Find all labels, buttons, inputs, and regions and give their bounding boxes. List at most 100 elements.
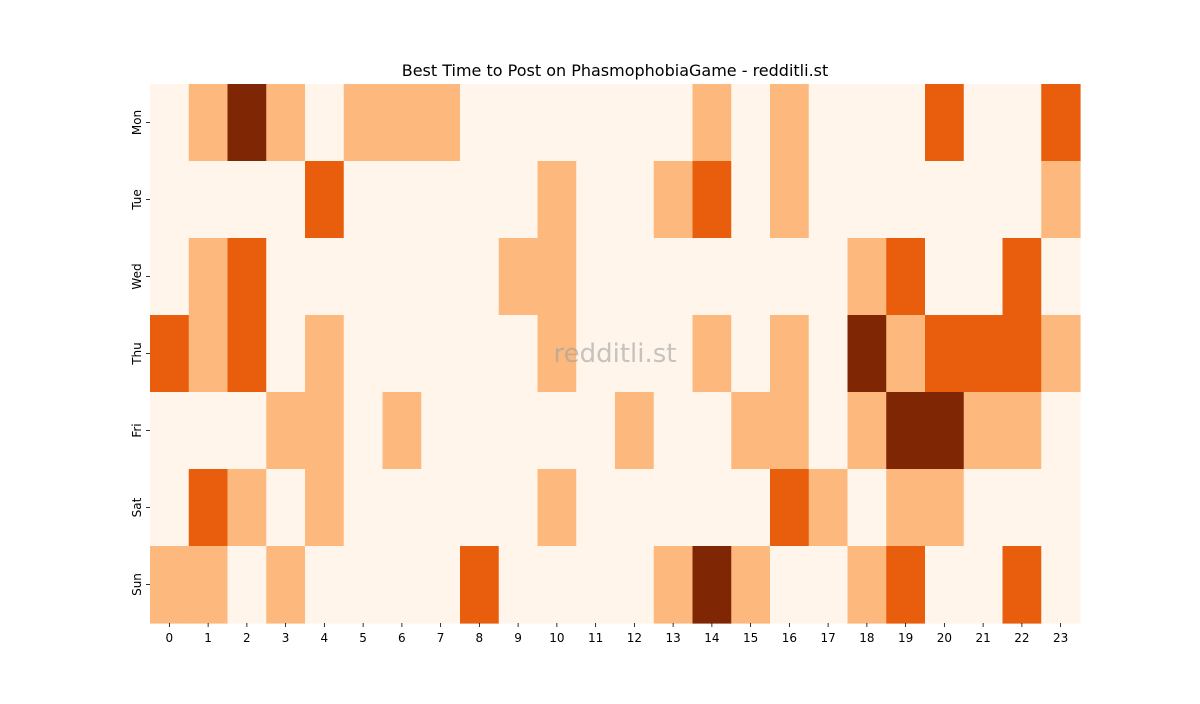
heatmap-cell-wed-15 (731, 238, 771, 316)
heatmap-cell-tue-16 (770, 161, 810, 239)
heatmap-cell-fri-18 (847, 392, 887, 470)
heatmap-cell-sat-11 (576, 469, 616, 547)
heatmap-cell-fri-10 (537, 392, 577, 470)
heatmap-cell-sat-6 (382, 469, 422, 547)
heatmap-cell-mon-3 (266, 84, 306, 162)
heatmap-cell-sat-23 (1041, 469, 1081, 547)
heatmap-cell-wed-10 (537, 238, 577, 316)
heatmap-cell-wed-21 (963, 238, 1004, 316)
heatmap-cell-thu-16 (770, 315, 810, 393)
heatmap-cell-fri-7 (421, 392, 461, 470)
heatmap-cell-sun-10 (537, 546, 577, 624)
x-tick-label-23: 23 (1053, 631, 1068, 645)
heatmap-cell-tue-21 (963, 161, 1004, 239)
heatmap-cell-fri-1 (188, 392, 229, 470)
heatmap-cell-fri-13 (653, 392, 694, 470)
y-tick-label-sun: Sun (130, 573, 144, 596)
heatmap-cell-fri-22 (1002, 392, 1042, 470)
x-tick-label-15: 15 (743, 631, 758, 645)
x-tick-label-22: 22 (1014, 631, 1029, 645)
heatmap-cell-sun-13 (653, 546, 694, 624)
heatmap-cell-tue-22 (1002, 161, 1042, 239)
heatmap-cell-wed-22 (1002, 238, 1042, 316)
heatmap-cells (150, 84, 1081, 624)
heatmap-cell-fri-4 (305, 392, 345, 470)
heatmap-cell-mon-11 (576, 84, 616, 162)
heatmap-cell-mon-7 (421, 84, 461, 162)
heatmap-cell-sun-3 (266, 546, 306, 624)
heatmap-cell-fri-17 (808, 392, 849, 470)
heatmap-cell-tue-10 (537, 161, 577, 239)
x-tick-label-14: 14 (704, 631, 719, 645)
heatmap-cell-sat-12 (615, 469, 655, 547)
heatmap-cell-wed-18 (847, 238, 887, 316)
x-tick-label-9: 9 (514, 631, 522, 645)
heatmap-cell-sun-2 (227, 546, 267, 624)
heatmap-cell-sun-19 (886, 546, 926, 624)
heatmap-cell-thu-19 (886, 315, 926, 393)
heatmap-cell-tue-6 (382, 161, 422, 239)
heatmap-cell-wed-11 (576, 238, 616, 316)
x-tick-label-5: 5 (359, 631, 367, 645)
heatmap-cell-wed-4 (305, 238, 345, 316)
heatmap-cell-fri-15 (731, 392, 771, 470)
heatmap-cell-sun-1 (188, 546, 229, 624)
x-tick-label-3: 3 (282, 631, 290, 645)
heatmap-cell-mon-16 (770, 84, 810, 162)
x-tick-label-4: 4 (321, 631, 329, 645)
heatmap-cell-mon-13 (653, 84, 694, 162)
heatmap-cell-thu-14 (692, 315, 732, 393)
heatmap-cell-thu-12 (615, 315, 655, 393)
heatmap-cell-sun-21 (963, 546, 1004, 624)
heatmap-cell-thu-5 (343, 315, 384, 393)
heatmap-cell-thu-13 (653, 315, 694, 393)
heatmap-cell-fri-8 (460, 392, 500, 470)
heatmap-cell-wed-2 (227, 238, 267, 316)
heatmap-cell-fri-2 (227, 392, 267, 470)
heatmap-cell-mon-17 (808, 84, 849, 162)
x-tick-label-16: 16 (782, 631, 797, 645)
heatmap-cell-sat-4 (305, 469, 345, 547)
x-tick-label-8: 8 (476, 631, 484, 645)
heatmap-cell-fri-9 (498, 392, 539, 470)
heatmap-cell-tue-5 (343, 161, 384, 239)
y-tick-label-tue: Tue (130, 189, 144, 211)
x-tick-label-17: 17 (820, 631, 835, 645)
x-tick-label-7: 7 (437, 631, 445, 645)
heatmap-cell-sun-5 (343, 546, 384, 624)
heatmap-cell-fri-16 (770, 392, 810, 470)
heatmap-cell-wed-17 (808, 238, 849, 316)
heatmap-cell-sat-8 (460, 469, 500, 547)
heatmap-cell-tue-2 (227, 161, 267, 239)
heatmap-cell-fri-21 (963, 392, 1004, 470)
heatmap-cell-sun-16 (770, 546, 810, 624)
chart-title: Best Time to Post on PhasmophobiaGame - … (402, 61, 829, 80)
heatmap-cell-sat-3 (266, 469, 306, 547)
heatmap-cell-thu-3 (266, 315, 306, 393)
heatmap-cell-wed-12 (615, 238, 655, 316)
x-tick-label-2: 2 (243, 631, 251, 645)
heatmap-cell-sun-15 (731, 546, 771, 624)
y-tick-label-fri: Fri (130, 423, 144, 437)
heatmap-cell-fri-11 (576, 392, 616, 470)
heatmap-cell-wed-7 (421, 238, 461, 316)
x-tick-label-12: 12 (627, 631, 642, 645)
heatmap-cell-mon-21 (963, 84, 1004, 162)
heatmap-cell-thu-1 (188, 315, 229, 393)
heatmap-cell-wed-23 (1041, 238, 1081, 316)
heatmap-cell-mon-2 (227, 84, 267, 162)
x-tick-label-0: 0 (166, 631, 174, 645)
x-tick-label-11: 11 (588, 631, 603, 645)
heatmap-cell-sat-19 (886, 469, 926, 547)
heatmap-cell-sat-13 (653, 469, 694, 547)
x-tick-label-19: 19 (898, 631, 913, 645)
heatmap-cell-tue-20 (925, 161, 965, 239)
heatmap-cell-mon-5 (343, 84, 384, 162)
heatmap-cell-thu-18 (847, 315, 887, 393)
heatmap-cell-wed-14 (692, 238, 732, 316)
heatmap-cell-mon-19 (886, 84, 926, 162)
heatmap-cell-mon-20 (925, 84, 965, 162)
heatmap-cell-mon-0 (150, 84, 190, 162)
heatmap-cell-sun-4 (305, 546, 345, 624)
